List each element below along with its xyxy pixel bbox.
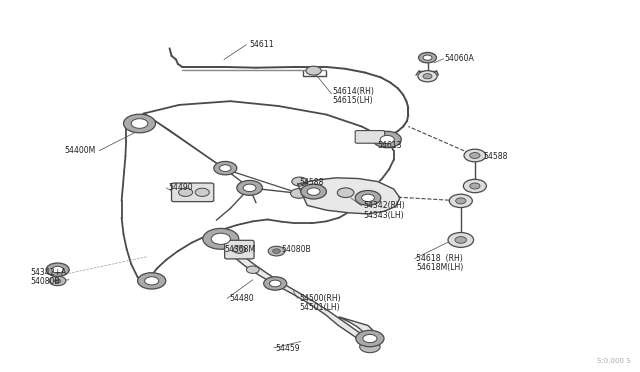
Circle shape: [211, 233, 230, 244]
Text: 54614(RH): 54614(RH): [333, 87, 374, 96]
Circle shape: [449, 194, 472, 208]
Circle shape: [237, 180, 262, 195]
Circle shape: [337, 188, 354, 198]
Circle shape: [456, 198, 466, 204]
Circle shape: [419, 52, 436, 63]
Circle shape: [364, 133, 376, 141]
Circle shape: [203, 228, 239, 249]
Text: 54080B: 54080B: [282, 245, 311, 254]
Circle shape: [291, 189, 307, 198]
Circle shape: [264, 277, 287, 290]
Circle shape: [131, 119, 148, 128]
Polygon shape: [219, 239, 378, 342]
FancyBboxPatch shape: [355, 131, 385, 143]
Text: 54615(LH): 54615(LH): [333, 96, 373, 105]
Circle shape: [54, 279, 61, 283]
FancyBboxPatch shape: [172, 183, 214, 202]
Circle shape: [373, 131, 401, 148]
Circle shape: [233, 246, 246, 253]
Circle shape: [49, 276, 66, 286]
Circle shape: [138, 273, 166, 289]
Text: 54500(RH): 54500(RH): [300, 294, 341, 303]
Circle shape: [380, 135, 394, 144]
Text: 54588: 54588: [483, 152, 508, 161]
Circle shape: [145, 277, 159, 285]
Circle shape: [423, 55, 432, 60]
Circle shape: [179, 188, 193, 196]
Circle shape: [306, 66, 321, 75]
Circle shape: [455, 237, 467, 243]
Circle shape: [464, 149, 486, 162]
Circle shape: [243, 184, 256, 192]
Circle shape: [246, 266, 259, 273]
Text: 54501(LH): 54501(LH): [300, 303, 340, 312]
Circle shape: [463, 179, 486, 193]
FancyBboxPatch shape: [225, 240, 254, 259]
Text: 54342(RH): 54342(RH): [364, 201, 405, 210]
Polygon shape: [298, 178, 400, 214]
Text: 54618M(LH): 54618M(LH): [416, 263, 463, 272]
Circle shape: [214, 161, 237, 175]
Circle shape: [360, 341, 380, 353]
Circle shape: [268, 246, 285, 256]
Text: 54342+A: 54342+A: [31, 268, 67, 277]
Text: 54588: 54588: [300, 178, 324, 187]
Circle shape: [362, 194, 374, 202]
Circle shape: [46, 263, 69, 276]
Text: 54459: 54459: [275, 344, 300, 353]
Circle shape: [52, 266, 63, 273]
Circle shape: [124, 114, 156, 133]
Circle shape: [356, 330, 384, 347]
Text: 54080B: 54080B: [31, 277, 60, 286]
Text: S:0.000 S: S:0.000 S: [596, 358, 630, 364]
Circle shape: [418, 71, 437, 82]
Circle shape: [301, 184, 326, 199]
Circle shape: [269, 280, 281, 287]
Circle shape: [355, 190, 381, 205]
Circle shape: [363, 334, 377, 343]
Text: 54618  (RH): 54618 (RH): [416, 254, 463, 263]
Text: 54613: 54613: [378, 141, 402, 150]
Circle shape: [292, 177, 307, 186]
Circle shape: [195, 188, 209, 196]
Circle shape: [273, 249, 280, 253]
Circle shape: [470, 183, 480, 189]
Circle shape: [470, 153, 480, 158]
Circle shape: [423, 74, 432, 79]
Circle shape: [220, 165, 231, 171]
Circle shape: [448, 232, 474, 247]
Text: 54400M: 54400M: [64, 146, 95, 155]
Text: 54480: 54480: [229, 294, 253, 303]
Text: 54611: 54611: [250, 40, 275, 49]
Text: 54343(LH): 54343(LH): [364, 211, 404, 219]
Circle shape: [307, 188, 320, 195]
Text: 54060A: 54060A: [445, 54, 474, 63]
Text: 54368M: 54368M: [224, 245, 255, 254]
Text: 54490: 54490: [168, 183, 193, 192]
